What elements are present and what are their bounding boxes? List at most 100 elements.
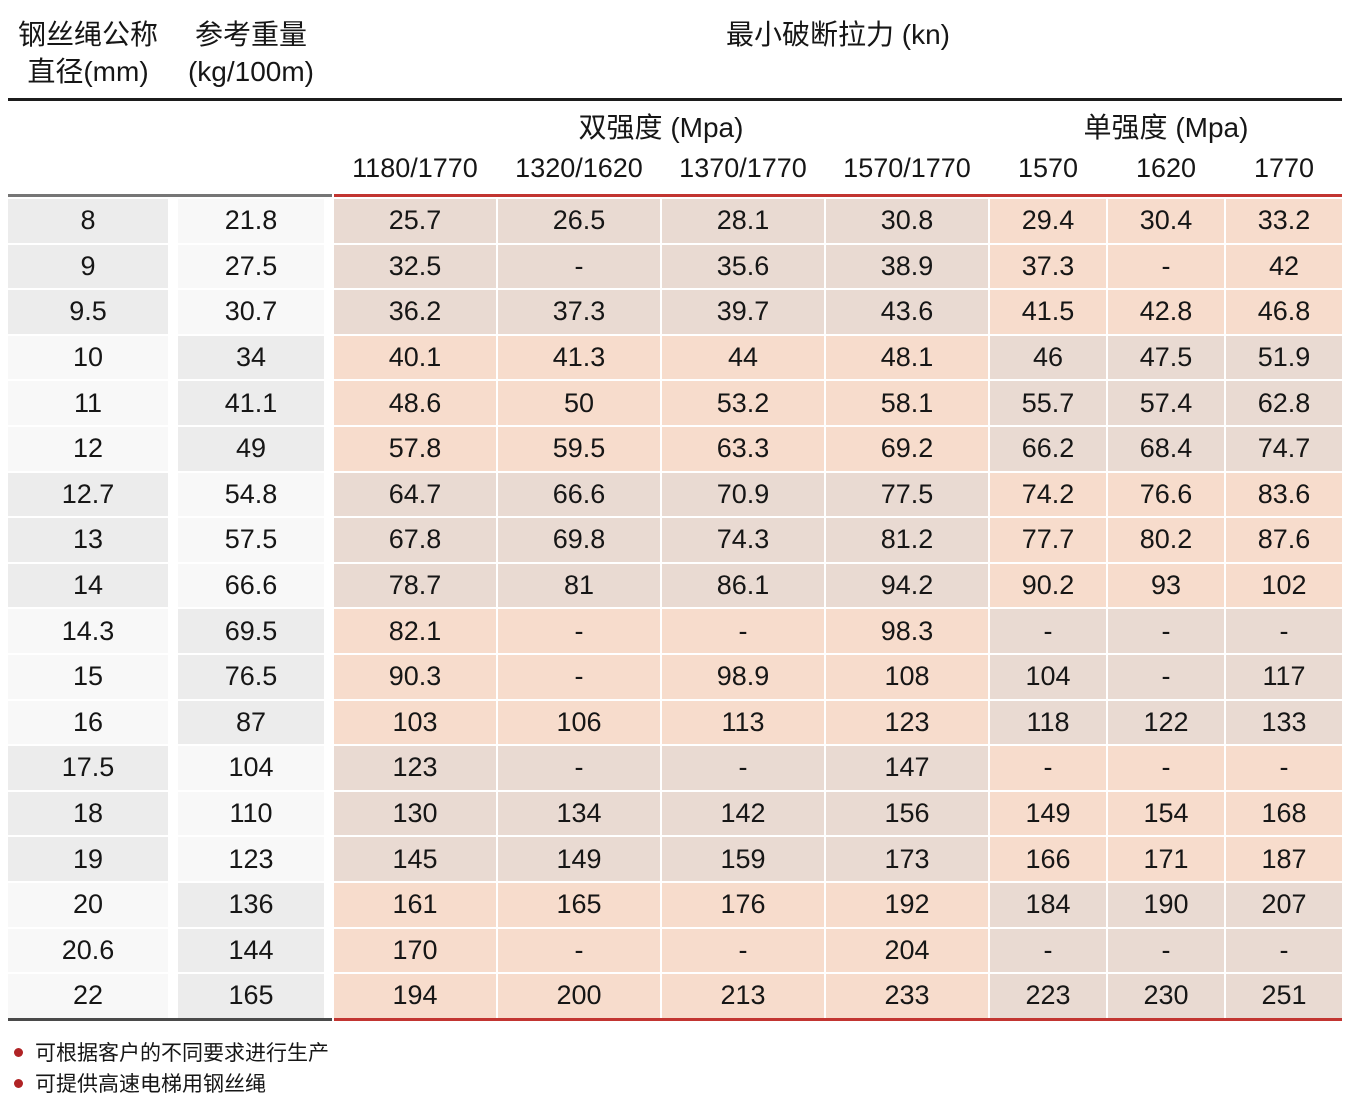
footnote-item: 可根据客户的不同要求进行生产 bbox=[8, 1037, 1342, 1068]
diameter-cell: 20.6 bbox=[8, 928, 168, 973]
value-cell: 113 bbox=[662, 700, 824, 745]
value-cell: - bbox=[498, 928, 660, 973]
value-cell: 55.7 bbox=[990, 381, 1106, 425]
value-cell: - bbox=[498, 244, 660, 289]
column-gap bbox=[170, 700, 176, 745]
value-cell: 142 bbox=[662, 791, 824, 836]
weight-cell: 30.7 bbox=[178, 290, 324, 334]
value-cell: 66.6 bbox=[498, 472, 660, 517]
value-cell: 30.8 bbox=[826, 199, 988, 243]
column-gap bbox=[170, 518, 176, 562]
value-cell: 43.6 bbox=[826, 290, 988, 334]
value-cell: 194 bbox=[334, 974, 496, 1018]
column-gap bbox=[326, 928, 332, 973]
value-cell: 83.6 bbox=[1226, 472, 1342, 517]
subheader-rule bbox=[8, 194, 1342, 197]
value-cell: 37.3 bbox=[498, 290, 660, 334]
value-cell: - bbox=[1108, 928, 1224, 973]
diameter-cell: 8 bbox=[8, 199, 168, 243]
value-cell: 51.9 bbox=[1226, 335, 1342, 380]
column-gap bbox=[170, 472, 176, 517]
value-cell: 74.2 bbox=[990, 472, 1106, 517]
value-cell: 168 bbox=[1226, 791, 1342, 836]
table-body: 8 21.8 25.7 26.5 28.1 30.8 29.4 30.4 33.2 9 27.5 32… bbox=[8, 199, 1342, 1018]
subcol-header: 1180/1770 bbox=[352, 153, 478, 183]
value-cell: 44 bbox=[662, 335, 824, 380]
value-cell: 90.3 bbox=[334, 654, 496, 699]
value-cell: 63.3 bbox=[662, 426, 824, 471]
weight-cell: 87 bbox=[178, 700, 324, 745]
value-cell: 147 bbox=[826, 746, 988, 790]
column-gap bbox=[170, 290, 176, 334]
column-gap bbox=[326, 609, 332, 653]
value-cell: 41.5 bbox=[990, 290, 1106, 334]
value-cell: 123 bbox=[334, 746, 496, 790]
table-subheader-row: 1180/1770 1320/1620 1370/1770 1570/1770 … bbox=[8, 145, 1342, 189]
column-gap bbox=[326, 837, 332, 881]
value-cell: 41.3 bbox=[498, 335, 660, 380]
value-cell: 90.2 bbox=[990, 563, 1106, 608]
value-cell: 58.1 bbox=[826, 381, 988, 425]
value-cell: 173 bbox=[826, 837, 988, 881]
column-gap bbox=[326, 700, 332, 745]
value-cell: - bbox=[990, 609, 1106, 653]
column-gap bbox=[170, 199, 176, 243]
value-cell: 70.9 bbox=[662, 472, 824, 517]
column-gap bbox=[170, 381, 176, 425]
single-strength-group-header: 单强度 (Mpa) bbox=[1083, 112, 1249, 143]
diameter-cell: 12 bbox=[8, 426, 168, 471]
diameter-cell: 13 bbox=[8, 518, 168, 562]
value-cell: 30.4 bbox=[1108, 199, 1224, 243]
value-cell: 81 bbox=[498, 563, 660, 608]
value-cell: 118 bbox=[990, 700, 1106, 745]
value-cell: 165 bbox=[498, 882, 660, 927]
value-cell: 47.5 bbox=[1108, 335, 1224, 380]
value-cell: 123 bbox=[826, 700, 988, 745]
value-cell: 74.7 bbox=[1226, 426, 1342, 471]
value-cell: 251 bbox=[1226, 974, 1342, 1018]
value-cell: 230 bbox=[1108, 974, 1224, 1018]
weight-cell: 104 bbox=[178, 746, 324, 790]
weight-cell: 165 bbox=[178, 974, 324, 1018]
column-gap bbox=[170, 654, 176, 699]
value-cell: - bbox=[662, 609, 824, 653]
value-cell: - bbox=[990, 928, 1106, 973]
value-cell: 53.2 bbox=[662, 381, 824, 425]
value-cell: 38.9 bbox=[826, 244, 988, 289]
value-cell: 187 bbox=[1226, 837, 1342, 881]
column-gap bbox=[326, 518, 332, 562]
subheader-rule-red bbox=[334, 194, 1342, 197]
value-cell: 78.7 bbox=[334, 563, 496, 608]
value-cell: 103 bbox=[334, 700, 496, 745]
value-cell: 76.6 bbox=[1108, 472, 1224, 517]
footnote-text: 可提供高速电梯用钢丝绳 bbox=[35, 1073, 266, 1097]
value-cell: 207 bbox=[1226, 882, 1342, 927]
value-cell: 46.8 bbox=[1226, 290, 1342, 334]
column-gap bbox=[170, 974, 176, 1018]
diameter-cell: 11 bbox=[8, 381, 168, 425]
weight-header-line1: 参考重量 bbox=[194, 19, 307, 50]
value-cell: 159 bbox=[662, 837, 824, 881]
value-cell: - bbox=[662, 746, 824, 790]
subcol-header: 1320/1620 bbox=[515, 153, 643, 183]
column-gap bbox=[170, 335, 176, 380]
column-gap bbox=[326, 882, 332, 927]
column-gap bbox=[170, 609, 176, 653]
value-cell: 98.9 bbox=[662, 654, 824, 699]
column-gap bbox=[170, 563, 176, 608]
column-gap bbox=[326, 290, 332, 334]
subcol-header: 1370/1770 bbox=[679, 153, 807, 183]
column-gap bbox=[170, 928, 176, 973]
column-gap bbox=[170, 882, 176, 927]
column-gap bbox=[326, 199, 332, 243]
diameter-header-line2: 直径(mm) bbox=[27, 56, 149, 87]
diameter-cell: 14 bbox=[8, 563, 168, 608]
weight-cell: 57.5 bbox=[178, 518, 324, 562]
weight-header-line2: (kg/100m) bbox=[187, 56, 315, 87]
weight-cell: 66.6 bbox=[178, 563, 324, 608]
value-cell: 59.5 bbox=[498, 426, 660, 471]
value-cell: 154 bbox=[1108, 791, 1224, 836]
footnote-text: 可根据客户的不同要求进行生产 bbox=[35, 1042, 329, 1066]
weight-column-header: 参考重量 (kg/100m) bbox=[178, 16, 324, 90]
